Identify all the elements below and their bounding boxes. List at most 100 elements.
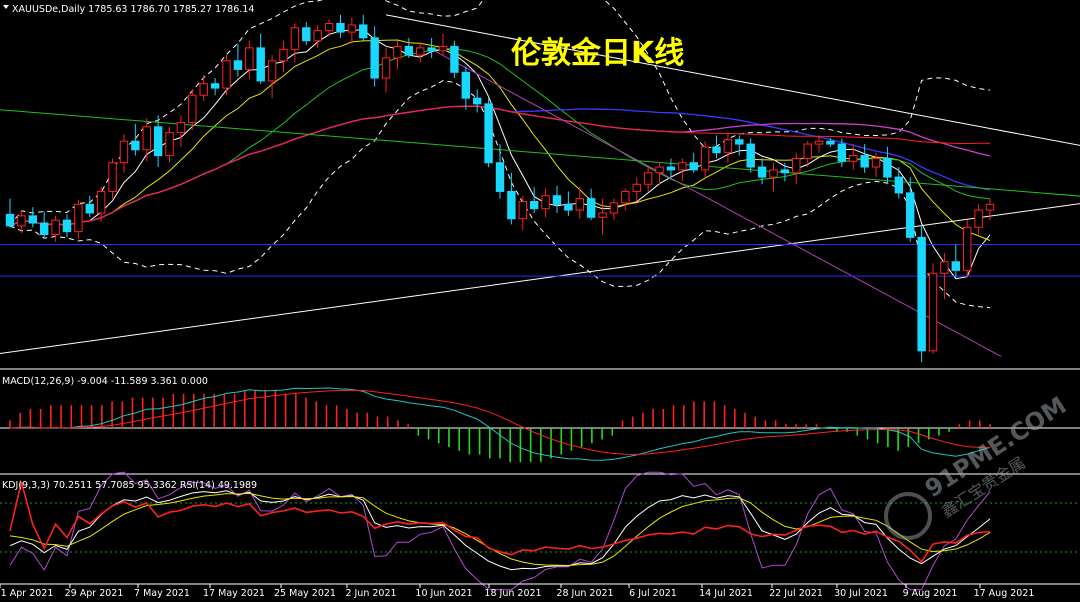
candle-body	[541, 195, 550, 210]
kdj-label: KDJ(9,3,3) 70.2511 57.7085 95.3362 RSI(1…	[2, 480, 257, 491]
macd-line	[9, 387, 991, 461]
candle-body	[757, 166, 767, 178]
candle-body	[473, 97, 482, 105]
candle-body	[712, 146, 721, 154]
candle-body	[484, 103, 493, 164]
trendline-purple	[431, 48, 1002, 357]
candle-body	[324, 22, 334, 32]
kdj-d-line	[9, 492, 991, 567]
candle-body	[279, 48, 288, 62]
candle-body	[666, 166, 676, 171]
x-tick-label: 17 Aug 2021	[974, 588, 1035, 599]
x-tick-label: 14 Jul 2021	[699, 588, 753, 599]
candle-body	[678, 162, 687, 171]
candle-body	[769, 169, 778, 178]
candle-body	[131, 140, 140, 151]
candle-body	[894, 176, 904, 194]
candle-body	[165, 132, 174, 157]
candle-body	[564, 203, 573, 211]
candle-body	[826, 140, 835, 145]
candle-body	[780, 169, 790, 174]
candle-body	[871, 157, 881, 168]
candle-body	[96, 190, 106, 214]
candle-body	[928, 272, 938, 352]
header-triangle-icon	[3, 5, 9, 9]
candle-body	[256, 47, 265, 82]
candle-body	[849, 155, 858, 162]
candle-body	[586, 198, 596, 218]
candle-body	[393, 45, 402, 59]
candle-body	[427, 47, 436, 52]
rsi-line	[9, 481, 991, 564]
candle-body	[210, 83, 220, 89]
candle-body	[142, 126, 151, 151]
candle-body	[176, 122, 186, 134]
candle-body	[359, 24, 368, 39]
candle-body	[416, 47, 425, 56]
x-tick-label: 18 Jun 2021	[484, 588, 541, 599]
candle-body	[381, 57, 391, 79]
candle-body	[495, 162, 505, 192]
x-tick-label: 9 Aug 2021	[903, 588, 958, 599]
candle-body	[17, 215, 26, 227]
candle-body	[5, 213, 15, 227]
trendline-green	[0, 109, 1080, 197]
macd-lines	[9, 387, 991, 461]
candle-body	[74, 203, 83, 233]
candle-body	[450, 45, 459, 73]
candle-body	[883, 157, 892, 178]
candle-body	[313, 30, 322, 42]
candle-body	[906, 192, 915, 238]
candle-body	[917, 236, 926, 352]
candle-body	[940, 261, 949, 274]
bollinger-upper	[9, 0, 991, 227]
candle-body	[689, 162, 698, 171]
x-tick-label: 7 May 2021	[134, 588, 190, 599]
candle-body	[655, 166, 664, 174]
candle-body	[404, 45, 414, 56]
candle-body	[621, 190, 630, 204]
x-axis-ticks: 21 Apr 2021 29 Apr 2021 7 May 2021 17 May 2…	[0, 584, 1034, 599]
macd-histogram	[9, 390, 991, 463]
candle-body	[529, 200, 539, 210]
candle-body	[609, 202, 619, 214]
candle-body	[51, 219, 60, 235]
candle-body	[39, 222, 49, 235]
candle-body	[735, 139, 744, 145]
x-tick-label: 30 Jul 2021	[834, 588, 888, 599]
candle-body	[188, 94, 197, 124]
ma-10	[9, 39, 991, 241]
kdj-k-line	[9, 490, 991, 571]
candle-body	[153, 126, 163, 157]
candle-body	[245, 47, 254, 70]
candle-body	[575, 198, 584, 211]
candle-body	[28, 215, 37, 224]
candle-body	[552, 195, 562, 205]
watermark-logo-icon	[884, 492, 932, 540]
x-tick-label: 17 May 2021	[203, 588, 265, 599]
candle-body	[723, 139, 733, 154]
candle-body	[199, 83, 208, 96]
x-tick-label: 10 Jun 2021	[415, 588, 472, 599]
candle-body	[814, 140, 824, 145]
candle-body	[700, 146, 710, 171]
candle-body	[438, 45, 448, 52]
candle-body	[792, 157, 801, 174]
candle-body	[290, 27, 300, 50]
candle-body	[347, 24, 357, 33]
candle-body	[746, 143, 755, 168]
x-tick-label: 2 Jun 2021	[345, 588, 396, 599]
candle-body	[62, 219, 72, 233]
x-tick-label: 28 Jun 2021	[556, 588, 613, 599]
candle-body	[336, 22, 345, 33]
candle-body	[233, 60, 243, 70]
x-tick-label: 29 Apr 2021	[65, 588, 124, 599]
kdj-lines	[9, 471, 991, 591]
candle-body	[803, 143, 812, 159]
chart-title: 伦敦金日K线	[511, 36, 684, 71]
candle-body	[860, 155, 869, 168]
x-tick-label: 25 May 2021	[274, 588, 336, 599]
candle-body	[963, 226, 972, 271]
